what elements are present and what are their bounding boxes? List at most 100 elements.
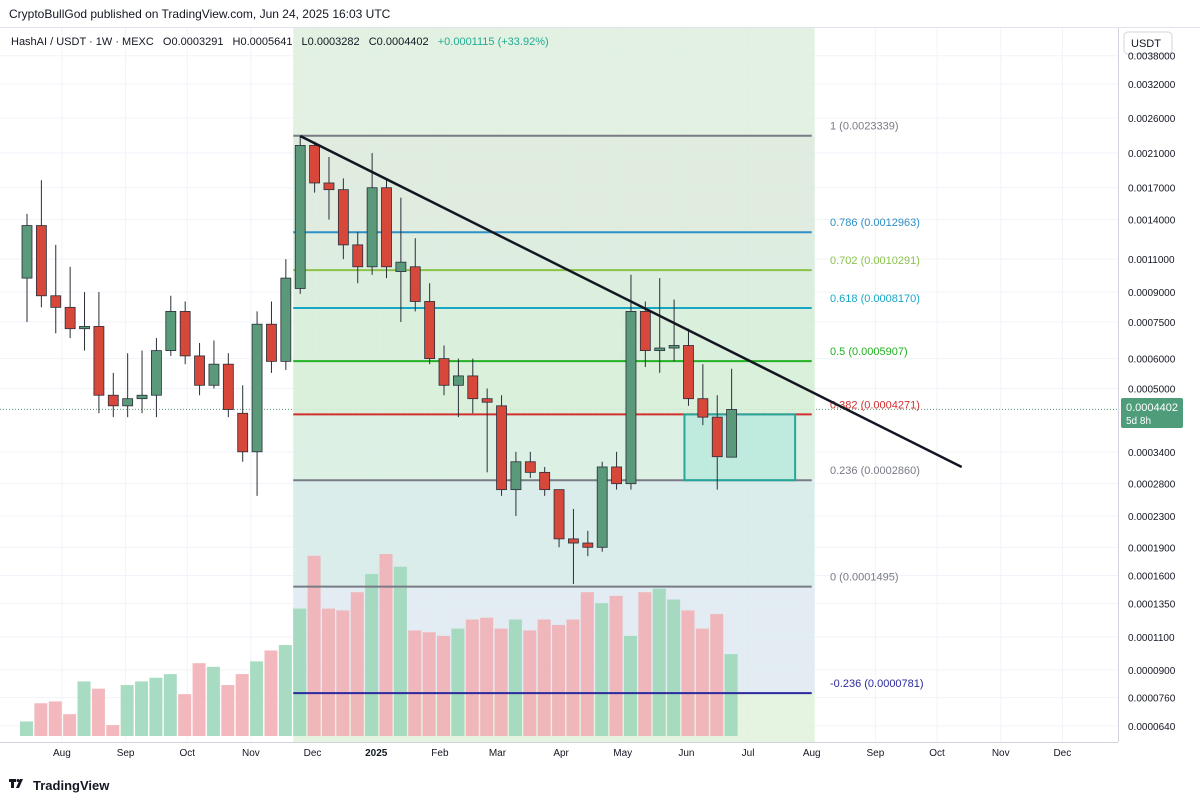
candle-body bbox=[625, 311, 637, 485]
price-tick-label: 0.0000640 bbox=[1128, 722, 1176, 733]
volume-bar bbox=[652, 588, 666, 736]
price-tick-label: 0.0000900 bbox=[1128, 666, 1176, 677]
volume-bar bbox=[336, 610, 350, 736]
candle-body bbox=[452, 375, 464, 386]
price-tick-label: 0.0032000 bbox=[1128, 80, 1176, 91]
price-tick-label: 0.0000760 bbox=[1128, 694, 1176, 705]
price-tick-label: 0.0014000 bbox=[1128, 216, 1176, 227]
price-tick-label: 0.0002300 bbox=[1128, 512, 1176, 523]
price-axis-ticks: 0.0038000 0.0032000 0.0026000 0.0021000 0.00… bbox=[1128, 52, 1176, 733]
fib-zone bbox=[293, 135, 815, 233]
fib-level-label: 0.236 (0.0002860) bbox=[830, 465, 920, 477]
candle-body bbox=[136, 394, 148, 400]
candle-body bbox=[697, 398, 709, 418]
candle-body bbox=[438, 358, 450, 386]
fib-retracement[interactable]: 1 (0.0023339) 0.786 (0.0012963) 0.702 (0.0… bbox=[293, 121, 924, 695]
volume-bar bbox=[508, 619, 522, 736]
volume-bar bbox=[77, 681, 91, 736]
fib-zone bbox=[293, 270, 815, 308]
target-box[interactable] bbox=[683, 413, 797, 482]
volume-bar bbox=[580, 592, 594, 736]
candle-body bbox=[539, 471, 551, 491]
fib-level-label: 0 (0.0001495) bbox=[830, 572, 899, 584]
price-tick-label: 0.0006000 bbox=[1128, 355, 1176, 366]
candle-body bbox=[596, 466, 608, 548]
volume-bar bbox=[278, 645, 292, 736]
legend-low: L0.0003282 bbox=[302, 36, 360, 48]
price-tick-label: 0.0003400 bbox=[1128, 448, 1176, 459]
descending-trendline[interactable] bbox=[299, 134, 963, 469]
currency-button[interactable] bbox=[1123, 31, 1173, 55]
fib-level-label: 0.786 (0.0012963) bbox=[830, 217, 920, 229]
chart-header: CryptoBullGod published on TradingView.c… bbox=[0, 0, 1200, 28]
current-price-text: 0.0004402 bbox=[1126, 402, 1178, 414]
time-tick-label: Jun bbox=[678, 748, 694, 759]
volume-bar bbox=[350, 592, 364, 736]
volume-bar bbox=[48, 701, 62, 736]
time-tick-label: Dec bbox=[1053, 748, 1071, 759]
fib-level-label: 1 (0.0023339) bbox=[830, 121, 899, 133]
svg-text:HashAI / USDT · 1W · MEXC: HashAI / USDT · 1W · MEXC O0.0003291 H0.… bbox=[11, 36, 549, 48]
candle-body bbox=[50, 295, 62, 308]
volume-bar bbox=[307, 555, 321, 736]
time-tick-label: Mar bbox=[489, 748, 507, 759]
candle-body bbox=[64, 306, 76, 330]
volume-bars bbox=[20, 554, 738, 736]
volume-bar bbox=[408, 630, 422, 736]
trendline[interactable] bbox=[299, 134, 963, 469]
volume-bar bbox=[465, 619, 479, 736]
candle-body bbox=[337, 189, 349, 246]
volume-bar bbox=[724, 654, 738, 736]
price-tick-label: 0.0001100 bbox=[1128, 633, 1175, 644]
volume-bar bbox=[63, 714, 77, 736]
price-tick-label: 0.0038000 bbox=[1128, 52, 1176, 63]
price-tick-label: 0.0017000 bbox=[1128, 184, 1176, 195]
candle-body bbox=[510, 461, 522, 491]
candle-body bbox=[323, 182, 335, 191]
fib-zone bbox=[293, 307, 815, 362]
volume-bar bbox=[537, 619, 551, 736]
candle-body bbox=[208, 363, 220, 386]
target-rectangle[interactable] bbox=[683, 413, 797, 482]
candle-body bbox=[251, 323, 263, 453]
volume-bar bbox=[566, 619, 580, 736]
candle-body bbox=[222, 363, 234, 410]
price-tick-label: 0.0009000 bbox=[1128, 288, 1176, 299]
published-by-text: CryptoBullGod published on TradingView.c… bbox=[9, 7, 391, 21]
fib-zone bbox=[293, 361, 815, 415]
candle-body bbox=[122, 398, 134, 407]
volume-bar bbox=[91, 688, 105, 736]
volume-bar bbox=[264, 650, 278, 736]
price-tick-label: 0.0002800 bbox=[1128, 480, 1176, 491]
candle-body bbox=[409, 266, 421, 302]
time-tick-label: Oct bbox=[179, 748, 195, 759]
time-tick-label: Sep bbox=[117, 748, 135, 759]
volume-bar bbox=[379, 554, 393, 736]
fib-level-label: 0.5 (0.0005907) bbox=[830, 346, 908, 358]
candle-body bbox=[237, 412, 249, 453]
volume-bar bbox=[494, 628, 508, 736]
volume-bar bbox=[149, 677, 163, 736]
price-tick-label: 0.0011000 bbox=[1128, 255, 1175, 266]
volume-bar bbox=[595, 603, 609, 736]
candle-body bbox=[467, 375, 479, 400]
candle-body bbox=[309, 145, 321, 184]
price-tick-label: 0.0001600 bbox=[1128, 571, 1176, 582]
volume-bar bbox=[623, 635, 637, 736]
candle-body bbox=[366, 187, 378, 268]
candle-body bbox=[726, 409, 738, 458]
volume-bar bbox=[106, 725, 120, 736]
volume-bar bbox=[451, 628, 465, 736]
candle-body bbox=[424, 301, 436, 360]
legend-change: +0.0001115 (+33.92%) bbox=[438, 36, 549, 48]
legend-high: H0.0005641 bbox=[233, 36, 293, 48]
tradingview-logo[interactable]: TradingView bbox=[9, 776, 109, 794]
time-tick-label: Aug bbox=[53, 748, 71, 759]
candle-body bbox=[654, 347, 666, 352]
currency-label: USDT bbox=[1131, 38, 1161, 50]
time-tick-label: 2025 bbox=[365, 748, 388, 759]
volume-bar bbox=[710, 614, 724, 736]
candle-body bbox=[151, 350, 162, 396]
price-tick-label: 0.0026000 bbox=[1128, 114, 1176, 125]
